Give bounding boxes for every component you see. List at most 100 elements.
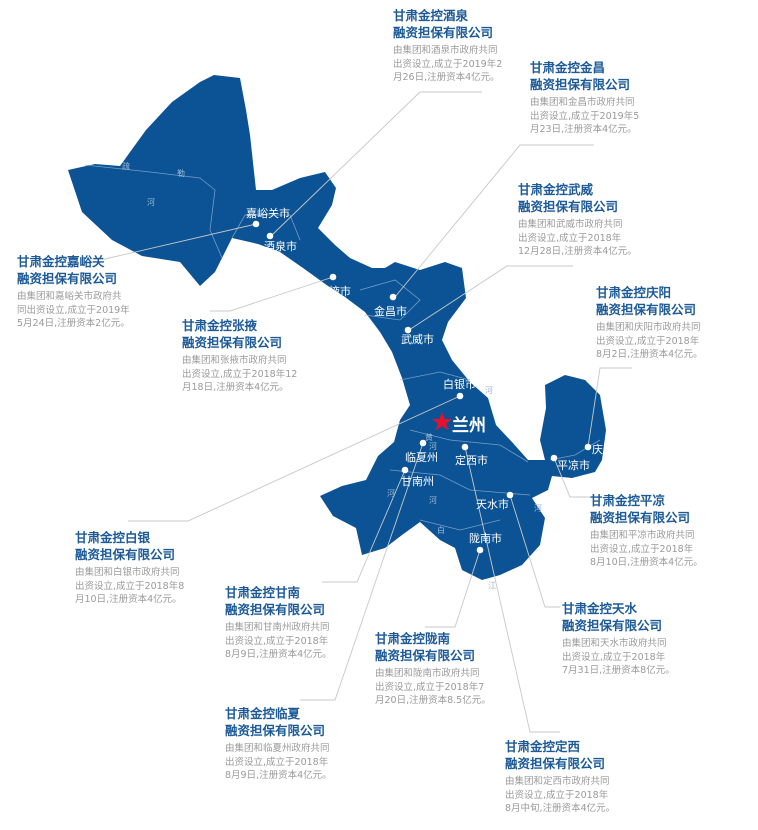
company-desc: 由集团和临夏州政府共同 [225, 743, 330, 754]
company-title: 融资担保有限公司 [17, 271, 118, 286]
company-desc: 由集团和张掖市政府共同 [182, 355, 287, 366]
company-title: 融资担保有限公司 [225, 602, 326, 617]
company-desc: 出资设立,成立于2019年5 [530, 110, 640, 122]
river-label: 河 [485, 386, 493, 395]
company-desc: 出资设立,成立于2018年 [562, 651, 666, 663]
capital-label: 兰州 [452, 416, 486, 436]
company-desc: 月10日,注册资本4亿元。 [75, 594, 182, 605]
river-label: 河 [147, 198, 155, 207]
company-desc: 由集团和酒泉市政府共同 [393, 45, 498, 56]
company-desc: 由集团和甘南州政府共同 [225, 622, 330, 633]
river-label: 河 [534, 504, 542, 513]
company-desc: 8月中旬,注册资本4亿元。 [505, 803, 616, 814]
company-desc: 月18日,注册资本4亿元。 [182, 382, 289, 393]
river-label: 江 [488, 581, 496, 590]
company-dingxi: 甘肃金控定西融资担保有限公司 由集团和定西市政府共同 出资设立,成立于2018年 8… [505, 738, 615, 816]
company-desc: 8月9日,注册资本4亿元。 [225, 649, 332, 660]
company-title: 甘肃金控白银 [75, 530, 151, 545]
city-label: 庆阳市 [592, 443, 625, 456]
company-title: 甘肃金控临夏 [225, 706, 301, 721]
company-desc: 8月2日,注册资本4亿元。 [596, 349, 703, 360]
company-title: 融资担保有限公司 [182, 335, 283, 350]
company-desc: 出资设立,成立于2018年 [225, 635, 329, 647]
company-desc: 出资设立,成立于2018年 [596, 335, 700, 347]
city-label: 定西市 [455, 454, 488, 467]
city-label: 金昌市 [374, 305, 407, 318]
company-tianshui: 甘肃金控天水 融资担保有限公司 由集团和天水市政府共同 出资设立,成立于2018年 7… [562, 600, 675, 678]
company-desc: 月23日,注册资本4亿元。 [530, 124, 637, 135]
star-icon [432, 412, 452, 431]
company-gannan: 甘肃金控甘南融资担保有限公司 由集团和甘南州政府共同 出资设立,成立于2018年 8… [225, 584, 332, 662]
company-title: 融资担保有限公司 [225, 723, 326, 738]
company-title: 融资担保有限公司 [562, 618, 663, 633]
city-label: 武威市 [401, 333, 434, 346]
company-jiuquan: 甘肃金控酒泉融资担保有限公司 由集团和酒泉市政府共同 出资设立,成立于2019年2… [393, 7, 502, 85]
company-desc: 由集团和定西市政府共同 [505, 776, 610, 787]
company-desc: 由集团和嘉峪关市政府共 [17, 291, 122, 302]
company-title: 融资担保有限公司 [393, 25, 494, 40]
river-label: 河 [429, 442, 437, 451]
company-desc: 8月9日,注册资本4亿元。 [225, 770, 332, 781]
river-label: 白 [437, 526, 445, 535]
company-desc: 出资设立,成立于2018年8 [75, 580, 185, 592]
city-label: 嘉峪关市 [246, 207, 290, 220]
city-label: 酒泉市 [264, 240, 297, 253]
company-desc: 由集团和白银市政府共同 [75, 567, 180, 578]
company-qingyang: 甘肃金控庆阳 融资担保有限公司 由集团和庆阳市政府共同 出资设立,成立于2018年 8… [596, 284, 703, 362]
company-desc: 出资设立,成立于2018年 [590, 543, 694, 555]
company-linxia: 甘肃金控临夏融资担保有限公司 由集团和临夏州政府共同 出资设立,成立于2018年 8… [225, 705, 332, 783]
company-title: 甘肃金控武威 [518, 182, 594, 197]
company-title: 甘肃金控定西 [505, 739, 581, 754]
river-label: 黄 [425, 433, 433, 442]
company-desc: 出资设立,成立于2018年 [505, 789, 609, 801]
city-label: 临夏州 [405, 451, 438, 464]
company-longnan: 甘肃金控陇南 融资担保有限公司 由集团和陇南市政府共同 出资设立,成立于2018年7… [375, 630, 491, 708]
company-jiayuguan: 甘肃金控嘉峪关 融资担保有限公司 由集团和嘉峪关市政府共 同出资设立,成立于2019… [17, 253, 130, 331]
gansu-province-shape [68, 75, 606, 580]
city-label: 张掖市 [318, 285, 351, 298]
company-title: 甘肃金控平凉 [590, 493, 666, 508]
company-desc: 5月24日,注册资本2亿元。 [17, 318, 130, 329]
company-title: 融资担保有限公司 [375, 648, 476, 663]
company-title: 甘肃金控张掖 [182, 318, 258, 333]
city-label: 平凉市 [557, 459, 590, 472]
company-pingliang: 甘肃金控平凉融资担保有限公司 由集团和平凉市政府共同 出资设立,成立于2018年 8… [590, 492, 703, 570]
company-title: 甘肃金控酒泉 [393, 8, 469, 23]
river-label: 河 [387, 489, 395, 498]
city-dots [252, 220, 592, 554]
company-title: 融资担保有限公司 [505, 756, 606, 771]
company-desc: 由集团和金昌市政府共同 [530, 97, 635, 108]
city-label: 白银市 [443, 378, 476, 391]
company-jinchang: 甘肃金控金昌融资担保有限公司 由集团和金昌市政府共同 出资设立,成立于2019年5… [530, 59, 639, 137]
company-title: 融资担保有限公司 [530, 77, 631, 92]
company-title: 甘肃金控嘉峪关 [17, 254, 105, 269]
company-desc: 出资设立,成立于2018年 [518, 232, 622, 244]
region-borders [84, 164, 601, 531]
company-desc: 由集团和平凉市政府共同 [590, 530, 695, 541]
company-desc: 月20日,注册资本8.5亿元。 [375, 695, 491, 706]
company-baiyin: 甘肃金控白银融资担保有限公司 由集团和白银市政府共同 出资设立,成立于2018年8… [75, 529, 184, 607]
city-label: 甘南州 [401, 475, 434, 488]
company-desc: 8月10日,注册资本4亿元。 [590, 557, 703, 568]
company-desc: 出资设立,成立于2018年12 [182, 368, 298, 380]
company-title: 融资担保有限公司 [590, 510, 691, 525]
company-title: 融资担保有限公司 [75, 547, 176, 562]
company-title: 甘肃金控陇南 [375, 631, 451, 646]
river-label: 疏 [122, 162, 130, 171]
company-desc: 12月28日,注册资本4亿元。 [518, 246, 637, 257]
river-label: 河 [429, 496, 437, 505]
river-label: 勒 [177, 169, 185, 178]
company-desc: 由集团和庆阳市政府共同 [596, 322, 701, 333]
company-desc: 出资设立,成立于2019年2 [393, 58, 503, 70]
company-title: 融资担保有限公司 [596, 302, 697, 317]
city-label: 陇南市 [469, 532, 502, 545]
company-title: 甘肃金控金昌 [530, 60, 606, 75]
company-desc: 由集团和武威市政府共同 [518, 219, 623, 230]
company-desc: 出资设立,成立于2018年 [225, 756, 329, 768]
company-desc: 同出资设立,成立于2019年 [17, 304, 130, 316]
company-desc: 出资设立,成立于2018年7 [375, 681, 485, 693]
company-desc: 由集团和天水市政府共同 [562, 638, 667, 649]
leader-lines [87, 91, 632, 733]
company-title: 甘肃金控甘南 [225, 585, 301, 600]
